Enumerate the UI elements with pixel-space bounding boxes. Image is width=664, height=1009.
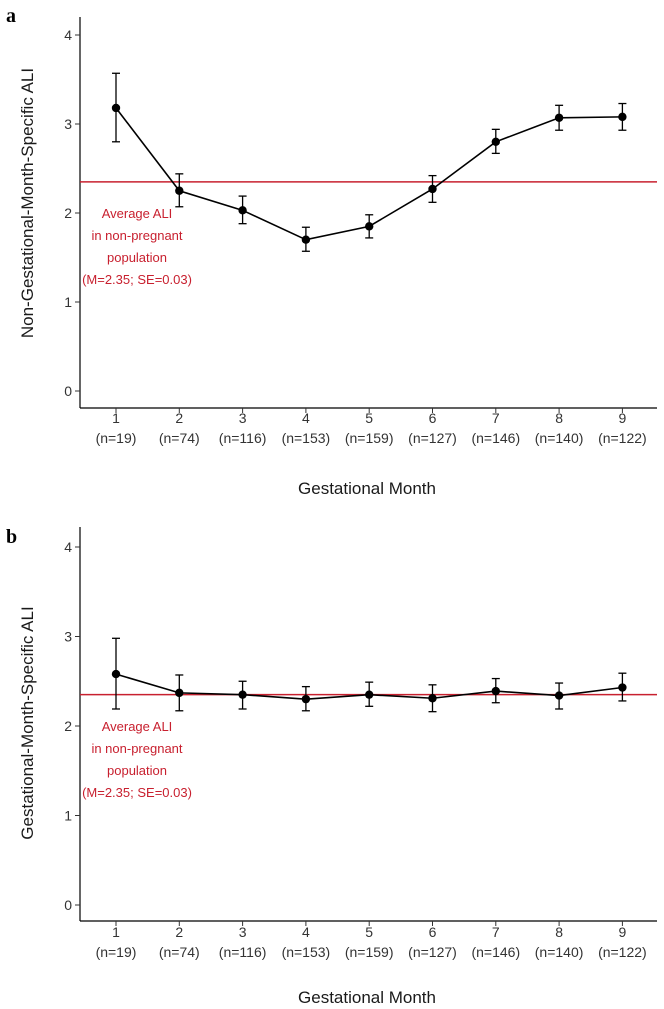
data-point bbox=[491, 686, 500, 696]
x-tick-label: 9 bbox=[619, 410, 627, 426]
x-count-label: (n=146) bbox=[471, 430, 520, 446]
x-count-label: (n=74) bbox=[159, 944, 200, 960]
x-count-label: (n=159) bbox=[345, 430, 394, 446]
y-tick-label: 1 bbox=[64, 294, 72, 310]
x-tick-label: 8 bbox=[555, 410, 563, 426]
x-count-label: (n=116) bbox=[219, 430, 267, 446]
x-tick-label: 7 bbox=[492, 924, 500, 940]
x-count-label: (n=74) bbox=[159, 430, 200, 446]
x-tick-label: 2 bbox=[175, 924, 183, 940]
x-axis-title: Gestational Month bbox=[298, 988, 436, 1007]
data-point bbox=[111, 103, 121, 113]
x-count-label: (n=127) bbox=[408, 944, 457, 960]
annotation-line: in non-pregnant bbox=[91, 228, 182, 243]
x-tick-label: 7 bbox=[492, 410, 500, 426]
x-count-label: (n=19) bbox=[96, 944, 137, 960]
x-tick-label: 5 bbox=[365, 410, 373, 426]
x-count-label: (n=153) bbox=[282, 944, 331, 960]
data-point bbox=[428, 184, 437, 194]
data-point bbox=[111, 669, 121, 679]
data-point bbox=[554, 113, 564, 122]
annotation-line: population bbox=[107, 763, 167, 778]
data-point bbox=[238, 206, 247, 215]
x-tick-label: 6 bbox=[429, 924, 437, 940]
reference-annotation: Average ALI in non-pregnant population (… bbox=[82, 719, 192, 800]
x-tick-label: 6 bbox=[429, 410, 437, 426]
y-axis-title: Gestational-Month-Specific ALI bbox=[18, 606, 37, 839]
y-tick-label: 3 bbox=[64, 116, 72, 132]
y-tick-label: 1 bbox=[64, 808, 72, 824]
annotation-line: (M=2.35; SE=0.03) bbox=[82, 785, 192, 800]
panel-letter: a bbox=[6, 5, 16, 27]
panel-a: a Non-Gestational-Month-Specific ALI Ges… bbox=[6, 5, 657, 498]
x-count-label: (n=127) bbox=[408, 430, 457, 446]
y-tick-label: 2 bbox=[64, 718, 72, 734]
data-point bbox=[175, 688, 184, 698]
x-tick-label: 9 bbox=[619, 924, 627, 940]
x-count-label: (n=153) bbox=[282, 430, 331, 446]
x-count-label: (n=140) bbox=[535, 430, 584, 446]
x-tick-label: 4 bbox=[302, 410, 310, 426]
x-tick-label: 2 bbox=[175, 410, 183, 426]
y-axis-title: Non-Gestational-Month-Specific ALI bbox=[18, 68, 37, 338]
x-tick-label: 3 bbox=[239, 410, 247, 426]
annotation-line: Average ALI bbox=[102, 719, 173, 734]
x-count-label: (n=140) bbox=[535, 944, 584, 960]
x-tick-label: 1 bbox=[112, 924, 120, 940]
x-count-label: (n=146) bbox=[471, 944, 520, 960]
y-tick-label: 3 bbox=[64, 629, 72, 645]
x-tick-label: 4 bbox=[302, 924, 310, 940]
data-point bbox=[238, 690, 247, 699]
y-tick-label: 2 bbox=[64, 205, 72, 221]
annotation-line: (M=2.35; SE=0.03) bbox=[82, 272, 192, 287]
x-tick-label: 5 bbox=[365, 924, 373, 940]
x-count-label: (n=122) bbox=[598, 944, 647, 960]
x-count-label: (n=116) bbox=[219, 944, 267, 960]
data-point bbox=[491, 137, 500, 146]
x-count-label: (n=159) bbox=[345, 944, 394, 960]
y-tick-label: 0 bbox=[64, 897, 72, 913]
data-point bbox=[301, 235, 311, 244]
y-tick-label: 0 bbox=[64, 383, 72, 399]
panel-b: b Gestational-Month-Specific ALI Gestati… bbox=[6, 526, 657, 1007]
data-point bbox=[365, 690, 374, 699]
panel-letter: b bbox=[6, 526, 17, 548]
data-point bbox=[428, 694, 437, 703]
annotation-line: in non-pregnant bbox=[91, 741, 182, 756]
x-tick-label: 8 bbox=[555, 924, 563, 940]
x-count-label: (n=19) bbox=[96, 430, 137, 446]
x-axis-title: Gestational Month bbox=[298, 479, 436, 498]
x-tick-label: 1 bbox=[112, 410, 120, 426]
annotation-line: population bbox=[107, 250, 167, 265]
data-point bbox=[618, 112, 627, 122]
data-point bbox=[301, 694, 311, 704]
reference-annotation: Average ALI in non-pregnant population (… bbox=[82, 206, 192, 287]
data-point bbox=[618, 683, 627, 692]
x-tick-label: 3 bbox=[239, 924, 247, 940]
y-tick-label: 4 bbox=[64, 27, 72, 43]
x-count-label: (n=122) bbox=[598, 430, 647, 446]
data-point bbox=[175, 186, 184, 195]
y-tick-label: 4 bbox=[64, 539, 72, 555]
data-point bbox=[554, 691, 564, 700]
annotation-line: Average ALI bbox=[102, 206, 173, 221]
data-point bbox=[365, 222, 374, 231]
